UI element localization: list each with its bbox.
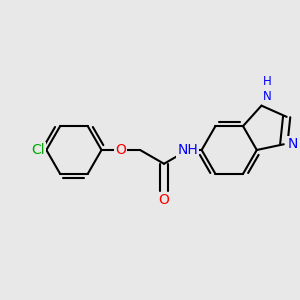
Text: H
N: H N: [263, 75, 272, 103]
Text: Cl: Cl: [31, 143, 45, 157]
Text: O: O: [159, 193, 170, 207]
Text: O: O: [116, 143, 126, 157]
Text: NH: NH: [178, 143, 198, 157]
Text: N: N: [287, 137, 298, 151]
